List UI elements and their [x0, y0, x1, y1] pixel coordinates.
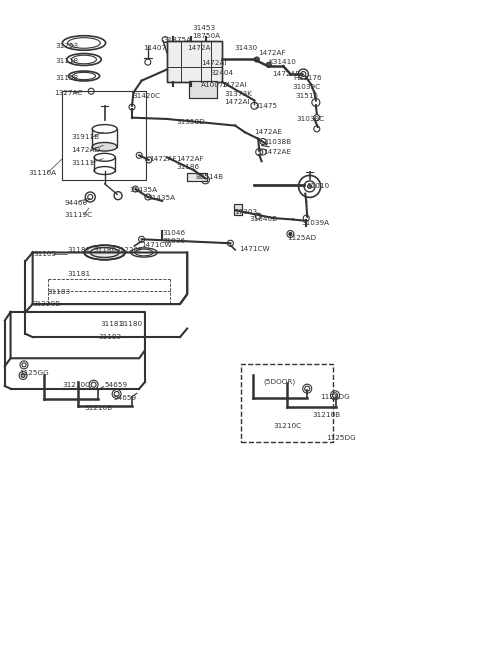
Text: 1472AI: 1472AI: [225, 99, 250, 106]
Text: 31039A: 31039A: [301, 220, 330, 227]
Text: 31039C: 31039C: [293, 84, 321, 91]
Text: 31010: 31010: [306, 183, 329, 190]
Text: 18750A: 18750A: [192, 33, 220, 40]
Circle shape: [289, 233, 292, 235]
Bar: [234, 204, 242, 215]
Circle shape: [266, 62, 271, 67]
Text: 31180: 31180: [119, 321, 142, 327]
Bar: [189, 81, 217, 98]
Text: 1472AF: 1472AF: [273, 71, 300, 77]
Text: 31220B: 31220B: [33, 301, 61, 307]
Text: 31430: 31430: [234, 44, 257, 51]
Text: 31046: 31046: [162, 229, 185, 236]
Text: 54659: 54659: [105, 381, 128, 388]
Text: 31181: 31181: [67, 247, 90, 253]
Text: 31435A: 31435A: [130, 187, 158, 194]
Text: 31420C: 31420C: [132, 93, 160, 99]
Text: 31111: 31111: [71, 159, 94, 166]
Text: 1472AE: 1472AE: [254, 129, 283, 136]
Text: 31210C: 31210C: [274, 423, 302, 430]
Ellipse shape: [92, 142, 117, 151]
Text: 1472AF: 1472AF: [258, 50, 286, 56]
Text: 1471CW: 1471CW: [142, 241, 172, 248]
Text: 31105: 31105: [34, 251, 57, 258]
Text: 31475: 31475: [254, 102, 277, 109]
Text: 1472AD: 1472AD: [71, 147, 100, 153]
Text: 32404: 32404: [210, 69, 233, 76]
Text: (5DOOR): (5DOOR): [263, 379, 295, 385]
Text: 1125DG: 1125DG: [321, 393, 350, 400]
Text: 31040B: 31040B: [250, 216, 278, 223]
Text: 31118: 31118: [55, 58, 78, 64]
Text: 31119C: 31119C: [65, 212, 93, 218]
Text: 31373K: 31373K: [225, 91, 252, 97]
Text: 31453: 31453: [192, 24, 215, 31]
Text: 31210B: 31210B: [84, 405, 112, 412]
Text: 1471CW: 1471CW: [239, 245, 270, 252]
Text: 31210C: 31210C: [62, 381, 91, 388]
Circle shape: [21, 373, 25, 377]
Text: 31036: 31036: [162, 237, 185, 244]
Text: 1472AE: 1472AE: [263, 149, 291, 155]
Text: 31158: 31158: [55, 75, 78, 81]
Text: 1125DG: 1125DG: [326, 434, 356, 441]
Text: 31210B: 31210B: [312, 412, 340, 418]
Text: 1472AF: 1472AF: [177, 155, 204, 162]
Bar: [167, 41, 222, 82]
Text: 1472AI: 1472AI: [187, 44, 213, 51]
Bar: [187, 173, 207, 181]
Text: 1125GG: 1125GG: [19, 370, 49, 377]
Bar: [187, 173, 207, 181]
Text: 31753: 31753: [55, 43, 78, 50]
Text: K31410: K31410: [268, 59, 296, 65]
Bar: [167, 41, 222, 82]
Text: 31039C: 31039C: [297, 116, 325, 122]
Text: 31110A: 31110A: [29, 170, 57, 176]
Text: 31358D: 31358D: [177, 119, 205, 126]
Text: 31183: 31183: [47, 289, 70, 295]
Text: 17303: 17303: [234, 208, 257, 215]
Text: 1125AD: 1125AD: [287, 235, 316, 241]
Text: H31176: H31176: [293, 75, 322, 81]
Text: 94460: 94460: [65, 200, 88, 206]
Text: 1327AC: 1327AC: [54, 89, 82, 96]
Bar: [62, 91, 146, 180]
Bar: [234, 204, 242, 215]
Circle shape: [254, 57, 259, 62]
Text: 31375A: 31375A: [163, 36, 192, 43]
Circle shape: [308, 184, 312, 188]
Text: 31181: 31181: [67, 271, 90, 278]
Text: 31515: 31515: [295, 93, 318, 99]
Text: 31186: 31186: [177, 163, 200, 170]
Text: 1472AI: 1472AI: [221, 81, 246, 88]
Text: 31220F: 31220F: [115, 247, 143, 253]
Bar: [189, 81, 217, 98]
Text: 1472AF: 1472AF: [149, 155, 177, 162]
Text: 54659: 54659: [113, 395, 136, 401]
Text: 88514B: 88514B: [196, 174, 224, 180]
Text: 31180: 31180: [94, 247, 117, 253]
Text: 31435A: 31435A: [148, 195, 176, 202]
Text: 31183: 31183: [98, 334, 121, 340]
Bar: [241, 364, 333, 442]
Text: 31181: 31181: [101, 321, 124, 327]
Text: 31038B: 31038B: [263, 139, 291, 145]
Text: 1472AI: 1472AI: [202, 59, 227, 66]
Ellipse shape: [84, 245, 125, 260]
Text: A10070: A10070: [201, 81, 229, 88]
Text: 11407: 11407: [143, 44, 166, 51]
Text: 31911B: 31911B: [71, 134, 99, 141]
